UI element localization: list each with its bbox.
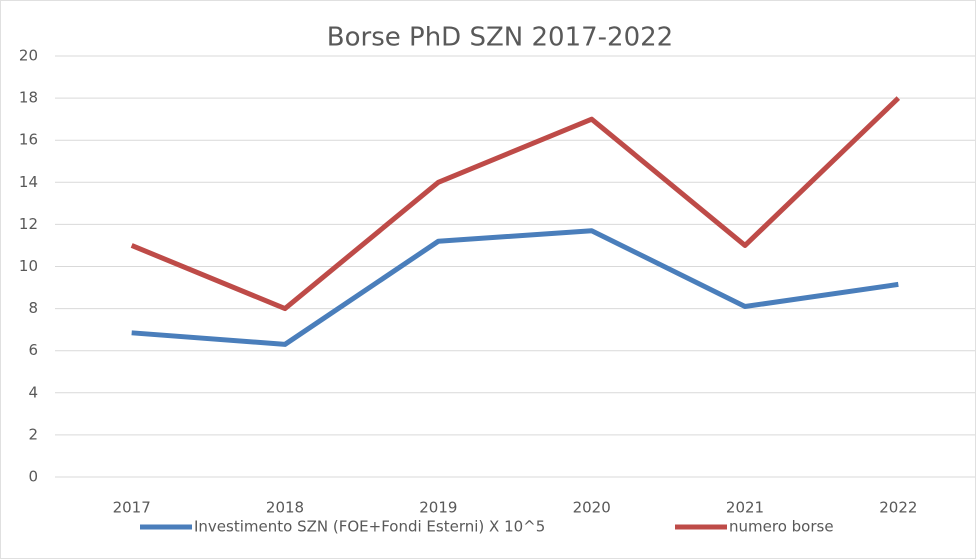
y-tick-label: 14 (19, 173, 38, 191)
x-tick-label: 2017 (113, 499, 151, 517)
line-series (131, 228, 899, 347)
y-tick-label: 4 (28, 383, 38, 401)
legend-label: numero borse (729, 518, 834, 536)
y-tick-label: 18 (19, 89, 38, 107)
y-tick-label: 6 (28, 341, 38, 359)
y-tick-label: 8 (28, 299, 38, 317)
x-tick-label: 2021 (726, 499, 764, 517)
y-tick-label: 16 (19, 131, 38, 149)
line-series (130, 96, 901, 312)
x-tick-label: 2018 (266, 499, 304, 517)
chart-title: Borse PhD SZN 2017-2022 (327, 23, 673, 53)
x-tick-label: 2019 (419, 499, 457, 517)
x-tick-label: 2020 (573, 499, 611, 517)
y-tick-label: 10 (19, 257, 38, 275)
y-tick-label: 2 (28, 425, 38, 443)
y-tick-label: 12 (19, 215, 38, 233)
legend-label: Investimento SZN (FOE+Fondi Esterni) X 1… (194, 518, 545, 536)
y-tick-label: 20 (19, 47, 38, 65)
x-tick-label: 2022 (879, 499, 917, 517)
y-tick-label: 0 (28, 468, 38, 486)
